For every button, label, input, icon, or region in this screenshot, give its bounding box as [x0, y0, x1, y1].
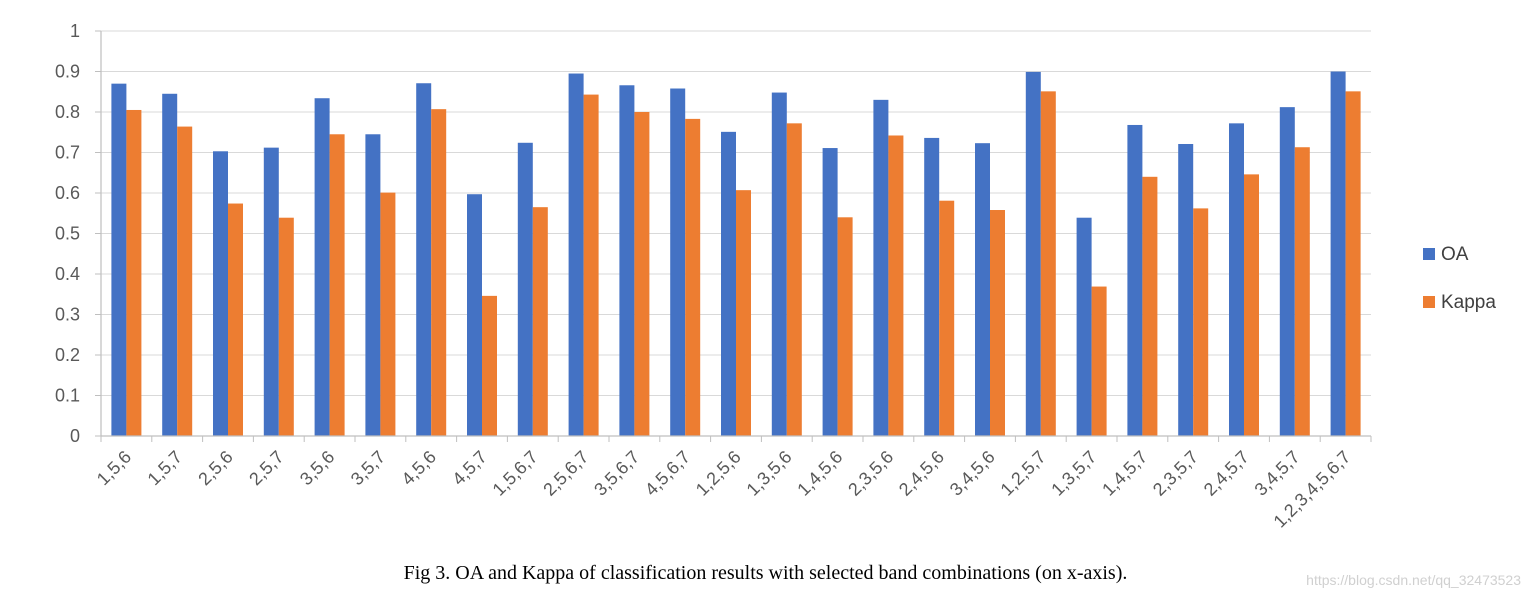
bar-oa — [975, 143, 990, 436]
bar-oa — [1229, 123, 1244, 436]
x-tick-label: 1,4,5,6 — [793, 447, 846, 500]
bar-kappa — [380, 192, 396, 436]
bar-oa — [1127, 124, 1143, 437]
bar-kappa — [736, 190, 751, 436]
x-tick-label: 4,5,6 — [398, 447, 440, 489]
bar-oa — [1178, 143, 1194, 436]
y-tick-label: 0.2 — [55, 345, 80, 365]
bar-kappa — [1294, 147, 1310, 437]
x-tick-label: 2,3,5,7 — [1149, 447, 1202, 500]
bar-kappa — [126, 109, 142, 436]
x-tick-label: 1,3,5,6 — [743, 447, 796, 500]
y-tick-label: 1 — [70, 21, 80, 41]
x-tick-label: 1,2,5,6 — [692, 447, 745, 500]
bar-oa — [822, 148, 838, 437]
bar-oa — [1330, 71, 1346, 436]
bar-kappa — [482, 295, 497, 436]
bar-oa — [1279, 107, 1295, 436]
axes — [95, 30, 1372, 442]
y-tick-label: 0.6 — [55, 183, 80, 203]
legend: OA Kappa — [1423, 244, 1496, 313]
watermark: https://blog.csdn.net/qq_32473523 — [1306, 572, 1521, 588]
bar-kappa — [1244, 174, 1259, 436]
x-tick-label: 2,5,6,7 — [539, 447, 592, 500]
x-axis-ticks: 1,5,6 1,5,7 2,5,6 2,5,7 3,5,6 3,5,7 4,5,6 4,5,7… — [93, 447, 1355, 532]
bar-oa — [517, 142, 533, 436]
bar-kappa — [1091, 286, 1107, 436]
y-tick-label: 0.8 — [55, 102, 80, 122]
x-tick-label: 3,5,7 — [347, 447, 389, 489]
bar-kappa — [888, 135, 904, 437]
figure-caption: Fig 3. OA and Kappa of classification re… — [403, 562, 1128, 584]
x-tick-label: 3,4,5,6 — [946, 447, 999, 500]
y-tick-label: 0.4 — [55, 264, 80, 284]
bar-oa — [568, 73, 584, 437]
y-axis-ticks: 0 0.1 0.2 0.3 0.4 0.5 0.6 0.7 0.8 0.9 1 — [55, 21, 80, 446]
bar-oa — [721, 131, 736, 436]
bar-kappa — [786, 123, 802, 436]
y-tick-label: 0.1 — [55, 386, 80, 406]
x-tick-label: 1,3,5,7 — [1047, 447, 1100, 500]
bar-oa — [619, 85, 635, 437]
x-tick-label: 1,5,7 — [144, 447, 186, 489]
y-tick-label: 0.3 — [55, 305, 80, 325]
bar-kappa — [532, 207, 548, 436]
bar-kappa — [837, 217, 853, 436]
bar-kappa — [685, 118, 701, 436]
bar-oa — [416, 83, 432, 437]
x-tick-label: 1,5,6,7 — [489, 447, 542, 500]
bar-chart: 0 0.1 0.2 0.3 0.4 0.5 0.6 0.7 0.8 0.9 1 1,5,6 1,5,7… — [55, 21, 1496, 532]
y-tick-label: 0.9 — [55, 62, 80, 82]
y-tick-label: 0.7 — [55, 143, 80, 163]
bar-oa — [365, 134, 381, 436]
bar-oa — [873, 99, 889, 436]
legend-label-oa: OA — [1441, 244, 1469, 265]
bar-kappa — [329, 134, 345, 436]
x-tick-label: 2,4,5,6 — [895, 447, 948, 500]
bar-kappa — [1040, 91, 1056, 436]
x-tick-label: 2,5,7 — [245, 447, 287, 489]
x-tick-label: 4,5,6,7 — [641, 447, 694, 500]
bar-oa — [771, 92, 787, 436]
bars — [111, 71, 1361, 437]
x-tick-label: 1,5,6 — [93, 447, 135, 489]
bar-oa — [111, 83, 127, 437]
bar-kappa — [1142, 176, 1158, 437]
bar-kappa — [990, 210, 1005, 436]
bar-oa — [467, 194, 482, 436]
bar-kappa — [1193, 208, 1209, 436]
y-tick-label: 0 — [70, 426, 80, 446]
bar-oa — [924, 137, 940, 437]
bar-oa — [1076, 217, 1092, 436]
x-tick-label: 4,5,7 — [448, 447, 490, 489]
bar-kappa — [228, 203, 243, 436]
bar-oa — [263, 147, 279, 436]
x-tick-label: 1,2,5,7 — [997, 447, 1050, 500]
bar-oa — [162, 93, 178, 437]
x-tick-label: 3,5,6,7 — [590, 447, 643, 500]
x-tick-label: 3,5,6 — [296, 447, 338, 489]
x-tick-label: 1,4,5,7 — [1098, 447, 1151, 500]
x-tick-label: 2,5,6 — [194, 447, 236, 489]
legend-label-kappa: Kappa — [1441, 292, 1496, 313]
legend-swatch-oa — [1423, 248, 1435, 260]
bar-kappa — [939, 200, 955, 436]
bar-oa — [1025, 71, 1041, 436]
x-tick-label: 2,4,5,7 — [1200, 447, 1253, 500]
bar-kappa — [278, 217, 294, 436]
bar-kappa — [634, 112, 650, 436]
y-tick-label: 0.5 — [55, 224, 80, 244]
bar-kappa — [431, 109, 447, 436]
x-tick-label: 2,3,5,6 — [844, 447, 897, 500]
bar-oa — [314, 98, 330, 436]
legend-swatch-kappa — [1423, 296, 1435, 308]
bar-kappa — [177, 126, 193, 436]
bar-kappa — [583, 94, 599, 437]
bar-kappa — [1345, 91, 1361, 436]
bar-oa — [670, 88, 686, 436]
bar-oa — [213, 151, 228, 436]
